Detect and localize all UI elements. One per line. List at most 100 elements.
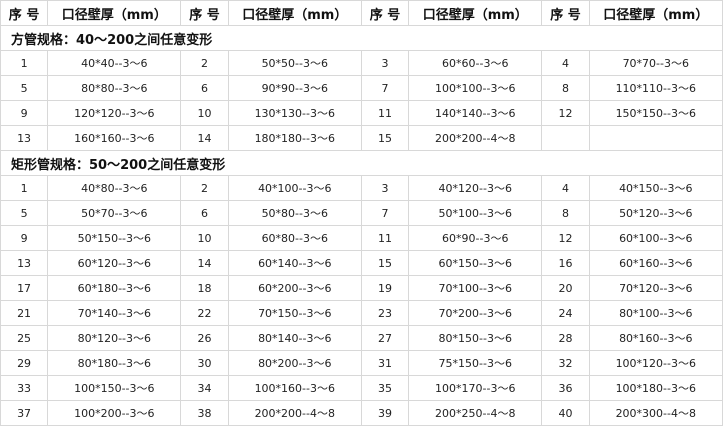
- seq-cell: 40: [541, 400, 590, 426]
- section-title: 方管规格：40～200之间任意变形: [0, 25, 723, 51]
- seq-cell: 21: [0, 300, 49, 326]
- spec-cell: 70*200--3～6: [408, 300, 543, 326]
- table-row: 5 50*70--3～6 6 50*80--3～6 7 50*100--3～6 8 50*12…: [0, 200, 724, 226]
- spec-cell: 50*50--3～6: [227, 50, 362, 76]
- seq-cell: 8: [541, 75, 590, 101]
- spec-cell: 60*200--3～6: [227, 275, 362, 301]
- seq-header: 序 号: [360, 0, 410, 26]
- spec-cell: 80*180--3～6: [47, 350, 182, 376]
- seq-cell: 1: [0, 50, 49, 76]
- spec-cell: 70*150--3～6: [227, 300, 362, 326]
- table-row: 33 100*150--3～6 34 100*160--3～6 35 100*170--3…: [0, 375, 724, 401]
- seq-cell: 2: [180, 50, 229, 76]
- spec-cell: 70*140--3～6: [47, 300, 182, 326]
- spec-cell: 180*180--3～6: [227, 125, 362, 151]
- seq-cell: 2: [180, 175, 229, 201]
- seq-cell: 14: [180, 125, 229, 151]
- table-row: 17 60*180--3～6 18 60*200--3～6 19 70*100--3～6 2…: [0, 275, 724, 301]
- spec-cell: 70*100--3～6: [408, 275, 543, 301]
- seq-cell: 36: [541, 375, 590, 401]
- seq-cell: 28: [541, 325, 590, 351]
- seq-header: 序 号: [541, 0, 590, 26]
- spec-cell: 200*200--4～8: [227, 400, 362, 426]
- seq-cell: 9: [0, 225, 49, 251]
- seq-cell: 4: [541, 175, 590, 201]
- spec-cell: 60*150--3～6: [408, 250, 543, 276]
- seq-cell: 9: [0, 100, 49, 126]
- seq-cell: 20: [541, 275, 590, 301]
- seq-cell: 10: [180, 100, 229, 126]
- spec-cell: 90*90--3～6: [227, 75, 362, 101]
- seq-cell: 6: [180, 200, 229, 226]
- seq-cell: 26: [180, 325, 229, 351]
- seq-cell: 6: [180, 75, 229, 101]
- seq-cell: 3: [360, 50, 410, 76]
- spec-cell: 40*40--3～6: [47, 50, 182, 76]
- seq-cell: 30: [180, 350, 229, 376]
- spec-cell: 60*80--3～6: [227, 225, 362, 251]
- spec-cell: 60*160--3～6: [588, 250, 724, 276]
- seq-cell: 14: [180, 250, 229, 276]
- spec-cell: 80*140--3～6: [227, 325, 362, 351]
- seq-cell: 31: [360, 350, 410, 376]
- seq-cell: 27: [360, 325, 410, 351]
- table-row: 9 50*150--3～6 10 60*80--3～6 11 60*90--3～6 12 60…: [0, 225, 724, 251]
- spec-header: 口径壁厚（mm）: [47, 0, 182, 26]
- table-row: 9 120*120--3～6 10 130*130--3～6 11 140*140--3～…: [0, 100, 724, 126]
- seq-cell: 24: [541, 300, 590, 326]
- seq-cell: 10: [180, 225, 229, 251]
- spec-cell: 80*150--3～6: [408, 325, 543, 351]
- spec-cell: 100*200--3～6: [47, 400, 182, 426]
- spec-cell: 50*120--3～6: [588, 200, 724, 226]
- spec-cell: 80*100--3～6: [588, 300, 724, 326]
- spec-cell: 120*120--3～6: [47, 100, 182, 126]
- seq-cell: 25: [0, 325, 49, 351]
- seq-cell: 18: [180, 275, 229, 301]
- spec-header: 口径壁厚（mm）: [588, 0, 724, 26]
- spec-cell: 80*120--3～6: [47, 325, 182, 351]
- spec-cell: 80*200--3～6: [227, 350, 362, 376]
- seq-cell: 5: [0, 200, 49, 226]
- seq-cell: 3: [360, 175, 410, 201]
- table-row: 29 80*180--3～6 30 80*200--3～6 31 75*150--3～6 3…: [0, 350, 724, 376]
- seq-cell: 34: [180, 375, 229, 401]
- spec-cell: 160*160--3～6: [47, 125, 182, 151]
- spec-cell: 50*70--3～6: [47, 200, 182, 226]
- spec-cell: 60*90--3～6: [408, 225, 543, 251]
- spec-cell: 75*150--3～6: [408, 350, 543, 376]
- spec-cell: 60*60--3～6: [408, 50, 543, 76]
- table-row: 37 100*200--3～6 38 200*200--4～8 39 200*250--4…: [0, 400, 724, 426]
- spec-cell: 100*160--3～6: [227, 375, 362, 401]
- spec-cell: 50*80--3～6: [227, 200, 362, 226]
- seq-cell: [541, 125, 590, 151]
- spec-cell: 100*150--3～6: [47, 375, 182, 401]
- seq-cell: 35: [360, 375, 410, 401]
- table-row: 1 40*40--3～6 2 50*50--3～6 3 60*60--3～6 4 70*70-…: [0, 50, 724, 76]
- spec-cell: 110*110--3～6: [588, 75, 724, 101]
- seq-header: 序 号: [0, 0, 49, 26]
- seq-cell: 32: [541, 350, 590, 376]
- seq-cell: 7: [360, 75, 410, 101]
- header-row: 序 号 口径壁厚（mm） 序 号 口径壁厚（mm） 序 号 口径壁厚（mm） 序…: [0, 0, 724, 26]
- spec-cell: 40*80--3～6: [47, 175, 182, 201]
- spec-cell: 130*130--3～6: [227, 100, 362, 126]
- spec-cell: 70*70--3～6: [588, 50, 724, 76]
- seq-cell: 22: [180, 300, 229, 326]
- table-row: 1 40*80--3～6 2 40*100--3～6 3 40*120--3～6 4 40*1…: [0, 175, 724, 201]
- seq-cell: 37: [0, 400, 49, 426]
- spec-cell: 100*180--3～6: [588, 375, 724, 401]
- spec-cell: 60*120--3～6: [47, 250, 182, 276]
- spec-cell: 50*150--3～6: [47, 225, 182, 251]
- seq-cell: 15: [360, 250, 410, 276]
- spec-cell: [588, 125, 724, 151]
- spec-cell: 100*120--3～6: [588, 350, 724, 376]
- spec-cell: 80*160--3～6: [588, 325, 724, 351]
- seq-cell: 5: [0, 75, 49, 101]
- seq-cell: 11: [360, 100, 410, 126]
- seq-cell: 23: [360, 300, 410, 326]
- seq-cell: 4: [541, 50, 590, 76]
- spec-cell: 70*120--3～6: [588, 275, 724, 301]
- spec-cell: 200*300--4～8: [588, 400, 724, 426]
- seq-cell: 16: [541, 250, 590, 276]
- section-title-row: 方管规格：40～200之间任意变形: [0, 25, 723, 51]
